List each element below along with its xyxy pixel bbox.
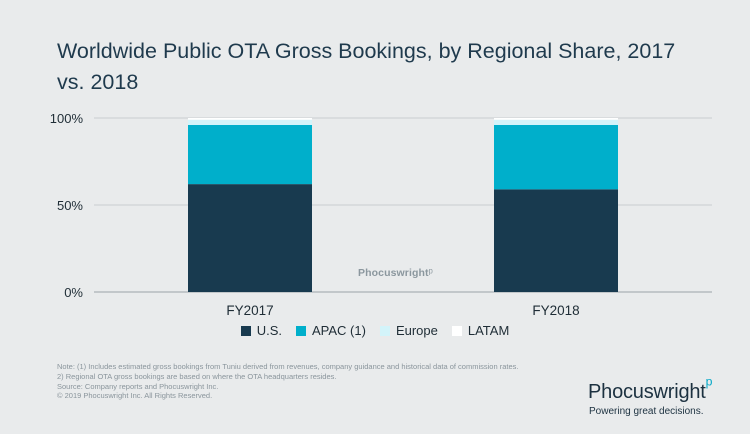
brand-logo: Phocuswrightᵖ	[588, 374, 712, 404]
watermark-text: Phocuswright	[358, 267, 429, 279]
chart-title: Worldwide Public OTA Gross Bookings, by …	[57, 39, 676, 94]
legend-label: Europe	[395, 323, 438, 338]
legend-entry: LATAM	[451, 323, 510, 338]
bar-segment	[188, 184, 312, 292]
legend-swatch	[451, 325, 462, 336]
legend-swatch	[240, 325, 251, 336]
x-tick-label: FY2018	[532, 303, 579, 318]
footnote-line: Source: Company reports and Phocuswright…	[57, 381, 219, 391]
y-tick-label: 50%	[57, 198, 83, 213]
brand-tagline: Powering great decisions.	[589, 406, 704, 417]
legend-swatch	[379, 325, 390, 336]
legend-label: APAC (1)	[312, 323, 366, 338]
speech-bubble-icon: ᵖ	[705, 374, 713, 394]
speech-bubble-icon: ᵖ	[428, 267, 433, 279]
legend-label: U.S.	[256, 323, 282, 338]
bar-segment	[188, 119, 312, 125]
y-tick-label: 100%	[50, 111, 84, 126]
chart-legend: U.S. APAC (1) Europe LATAM	[0, 323, 750, 338]
brand-name: Phocuswright	[588, 381, 706, 403]
bar-segment	[494, 118, 618, 120]
footnote-line: © 2019 Phocuswright Inc. All Rights Rese…	[57, 391, 213, 401]
legend-label: LATAM	[467, 323, 510, 338]
y-tick-label: 0%	[64, 285, 83, 300]
bar-segment	[494, 124, 618, 190]
legend-entry: U.S.	[240, 323, 282, 338]
watermark-logo: Phocuswrightᵖ	[358, 267, 433, 279]
legend-entry: APAC (1)	[296, 323, 366, 338]
legend-swatch	[296, 325, 306, 336]
bar-segment	[494, 189, 618, 292]
legend-entry: Europe	[379, 323, 438, 338]
footnote-line: 2) Regional OTA gross bookings are based…	[57, 371, 337, 381]
bar-segment	[188, 124, 312, 185]
footnote-line: Note: (1) Includes estimated gross booki…	[57, 362, 519, 371]
bar-segment	[494, 119, 618, 125]
x-tick-label: FY2017	[226, 303, 273, 318]
footnotes: Note: (1) Includes estimated gross booki…	[57, 362, 577, 401]
bar-segment	[188, 118, 312, 120]
